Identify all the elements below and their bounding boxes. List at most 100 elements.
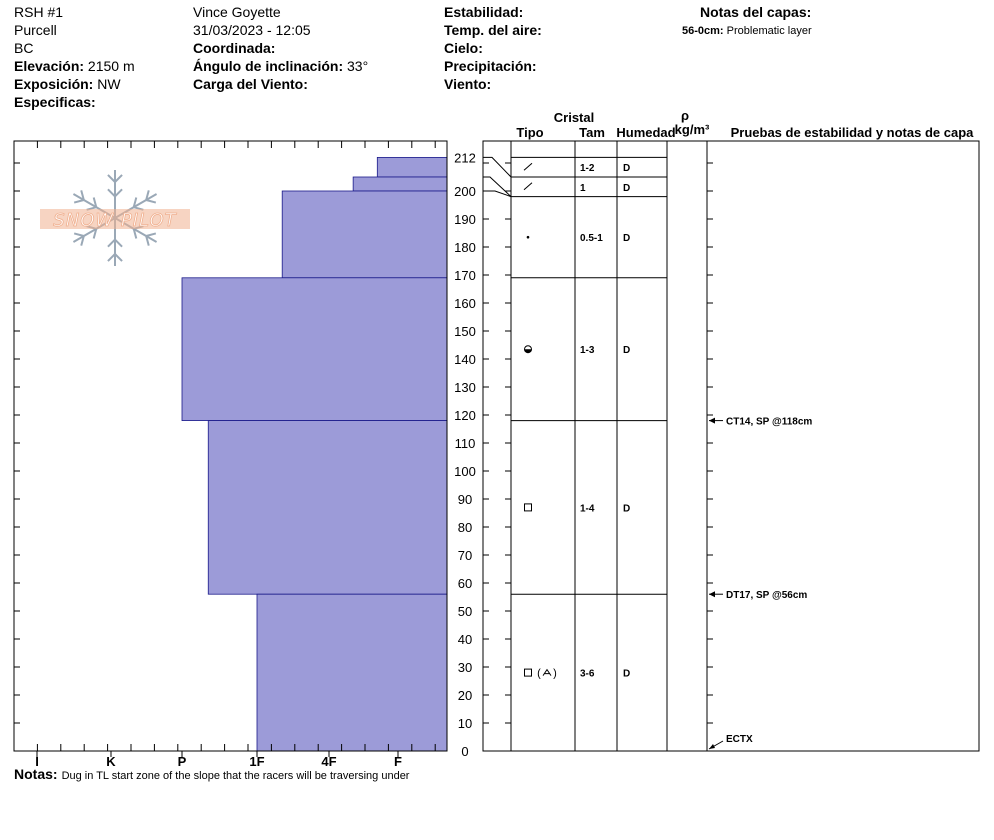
- mountain-range: Purcell: [14, 22, 57, 38]
- crystal-symbol: [524, 503, 532, 512]
- depth-tick-label: 120: [454, 408, 476, 423]
- snowflake-branch: [132, 197, 138, 208]
- snowflake-branch: [107, 238, 116, 248]
- depth-tick-label: 100: [454, 464, 476, 479]
- depth-tick-label: 130: [454, 380, 476, 395]
- layer-note-text: Problematic layer: [726, 25, 812, 37]
- elevation-row: Elevación: 2150 m: [14, 57, 135, 75]
- hardness-label: 1F: [249, 754, 264, 769]
- crystal-symbol: [542, 668, 552, 676]
- snowflake-branch: [107, 174, 116, 183]
- air-temp-label: Temp. del aire:: [444, 22, 542, 38]
- snowflake-branch: [114, 238, 123, 248]
- hardness-frame: [13, 140, 448, 752]
- depth-tick-label: 40: [458, 632, 472, 647]
- wind-load-label: Carga del Viento:: [193, 76, 308, 92]
- hardness-bar: [281, 190, 448, 279]
- depth-tick-label: 0: [461, 744, 468, 759]
- logo-text: SNOW PILOT: [53, 210, 177, 231]
- layer-note-range: 56-0cm:: [682, 25, 724, 37]
- stability-label: Estabilidad:: [444, 4, 524, 20]
- depth-tick-label: 160: [454, 296, 476, 311]
- layer-moisture: D: [623, 233, 630, 244]
- depth-tick-label: 10: [458, 716, 472, 731]
- layer-connector: [483, 176, 512, 197]
- stability-row: Estabilidad:: [444, 3, 542, 21]
- depth-tick-label: 70: [458, 548, 472, 563]
- hardness-label: 4F: [321, 754, 336, 769]
- crystal-symbol: [523, 182, 533, 191]
- wind-label: Viento:: [444, 76, 492, 92]
- stability-test-label: CT14, SP @118cm: [726, 417, 812, 428]
- layer-moisture: D: [623, 163, 630, 174]
- depth-tick-label: 50: [458, 604, 472, 619]
- hardness-bar: [376, 156, 448, 178]
- layer-table: Cristal Tipo Tam Humedad ρkg/m³ Pruebas de es…: [482, 108, 980, 752]
- sky-label: Cielo:: [444, 40, 483, 56]
- stability-test-label: ECTX: [726, 734, 753, 745]
- aspect-row: Exposición: NW: [14, 75, 135, 93]
- depth-tick-label: 200: [454, 184, 476, 199]
- wind-load-row: Carga del Viento:: [193, 75, 368, 93]
- crystal-symbol: [524, 668, 532, 677]
- layer-moisture: D: [623, 183, 630, 194]
- depth-tick-label: 110: [455, 436, 476, 451]
- aspect-label: Exposición:: [14, 76, 94, 92]
- coordinate-row: Coordinada:: [193, 39, 368, 57]
- layer-size: 1-3: [580, 345, 595, 356]
- snowflake-branch: [145, 190, 150, 201]
- header-tests: Pruebas de estabilidad y notas de capa: [731, 125, 975, 140]
- depth-tick-label: 30: [458, 660, 472, 675]
- snowpilot-logo: SNOW PILOT: [40, 170, 190, 266]
- snowflake-branch: [145, 235, 150, 246]
- depth-tick-label: 60: [458, 576, 472, 591]
- snowflake-branch: [92, 197, 98, 208]
- logo-band: [40, 209, 190, 229]
- aspect-value: NW: [97, 76, 121, 92]
- state: BC: [14, 40, 34, 56]
- layer-size: 1-4: [580, 503, 595, 514]
- depth-tick-label: 180: [454, 240, 476, 255]
- snowflake-branch: [114, 174, 123, 183]
- test-arrow-head: [709, 591, 715, 598]
- notes-label: Notas:: [14, 766, 58, 782]
- layer-size: 0.5-1: [580, 233, 603, 244]
- layer-moisture: D: [623, 669, 630, 680]
- observation-datetime: 31/03/2023 - 12:05: [193, 22, 311, 38]
- layer-connector: [483, 190, 512, 198]
- precip-row: Precipitación:: [444, 57, 542, 75]
- layer-notes-title-text: Notas del capas:: [700, 4, 812, 20]
- wind-row: Viento:: [444, 75, 542, 93]
- depth-tick-label: 90: [458, 492, 472, 507]
- site-name: RSH #1: [14, 4, 64, 20]
- snowflake-branch: [73, 199, 85, 204]
- layer-size: 3-6: [580, 669, 595, 680]
- precip-label: Precipitación:: [444, 58, 537, 74]
- specifics-label: Especificas:: [14, 94, 96, 110]
- snowflake-branch: [107, 253, 116, 262]
- header-type: Tipo: [516, 125, 543, 140]
- header-density-unit: kg/m³: [675, 122, 710, 137]
- crystal-symbol-paren: (: [537, 668, 541, 680]
- snowflake-branch: [145, 232, 157, 237]
- header-crystal: Cristal: [554, 110, 594, 125]
- observer-name: Vince Goyette: [193, 4, 281, 20]
- snowflake-branch: [80, 235, 85, 246]
- crystal-symbol: [526, 235, 530, 239]
- crystal-symbol: [523, 162, 533, 171]
- layer-moisture: D: [623, 503, 630, 514]
- air-temp-row: Temp. del aire:: [444, 21, 542, 39]
- layer-moisture: D: [623, 345, 630, 356]
- table-frame: [482, 140, 980, 752]
- snowflake-branch: [73, 232, 85, 237]
- snowflake-branch: [80, 190, 85, 201]
- depth-tick-label: 20: [458, 688, 472, 703]
- hardness-label: I: [35, 754, 39, 769]
- hardness-label: K: [106, 754, 116, 769]
- layer-connector: [483, 156, 512, 178]
- snowflake-branch: [114, 188, 123, 198]
- hardness-label: P: [178, 754, 187, 769]
- layer-size: 1: [580, 183, 586, 194]
- snowflake-branch: [145, 199, 157, 204]
